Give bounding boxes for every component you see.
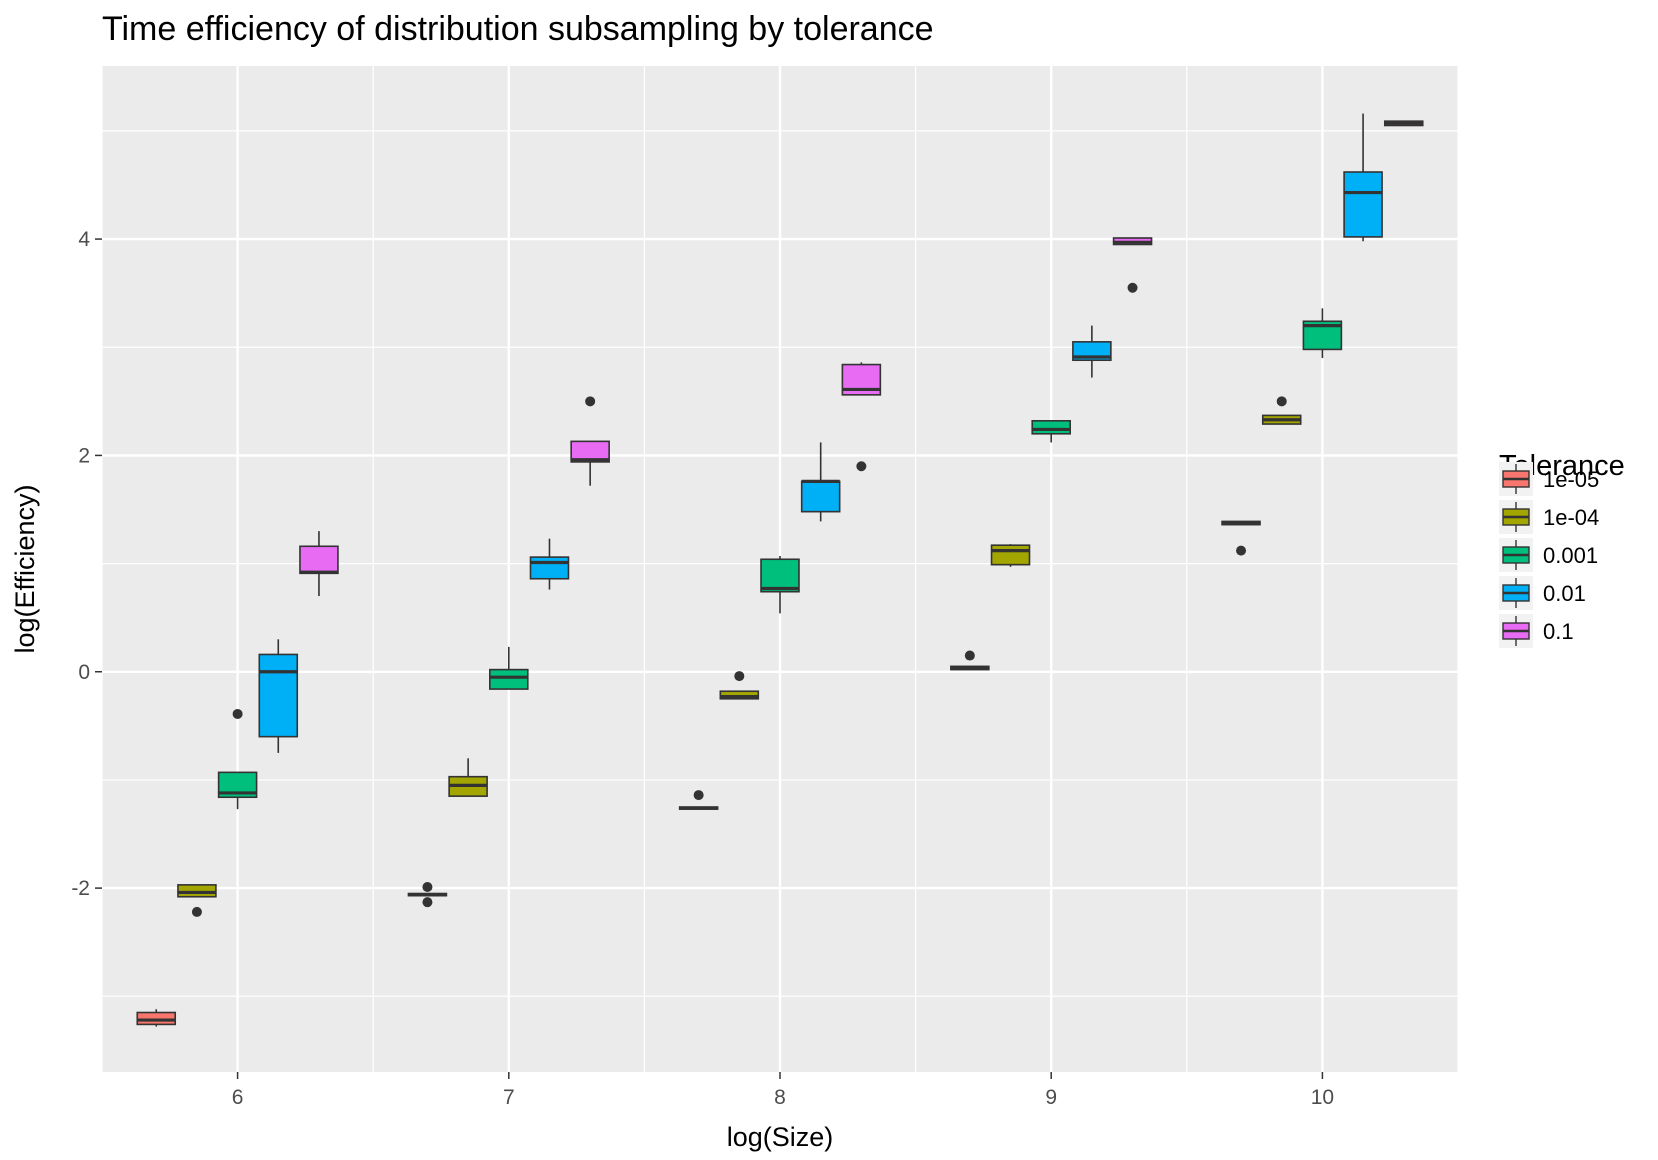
y-axis-title: log(Efficiency) <box>10 484 40 653</box>
box-0.001 <box>760 556 800 614</box>
box-0.001 <box>1031 420 1071 443</box>
y-tick-label: 2 <box>78 444 90 467</box>
box-1e-04 <box>719 671 760 700</box>
y-tick-label: -2 <box>71 877 90 900</box>
outlier-point <box>232 708 243 719</box>
box-1e-05 <box>1383 120 1424 127</box>
chart-title: Time efficiency of distribution subsampl… <box>102 10 934 48</box>
box-1e-05 <box>1221 520 1261 556</box>
box-body <box>990 544 1031 566</box>
box-0.1 <box>570 396 610 486</box>
box-0.1 <box>1112 237 1153 293</box>
box-body <box>760 558 800 593</box>
legend-item-1e-04: 1e-04 <box>1499 500 1599 534</box>
outlier-point <box>1276 396 1287 407</box>
x-tick-label: 7 <box>503 1086 515 1109</box>
box-body <box>299 545 339 575</box>
legend-item-1e-05: 1e-05 <box>1499 462 1599 496</box>
box-body <box>177 884 217 898</box>
outlier-point <box>585 396 596 407</box>
box-layer <box>136 113 1424 1027</box>
box-1e-05 <box>136 1009 177 1027</box>
outlier-point <box>422 882 433 893</box>
x-tick-label: 8 <box>774 1086 786 1109</box>
legend-item-0.01: 0.01 <box>1499 576 1586 610</box>
box-body <box>1343 171 1383 238</box>
outlier-point <box>964 650 975 661</box>
box-1e-04 <box>177 884 217 917</box>
outlier-point <box>1127 282 1138 293</box>
box-0.01 <box>800 442 841 522</box>
x-tick-label: 9 <box>1045 1086 1057 1109</box>
y-tick-label: 4 <box>78 228 90 251</box>
box-0.001 <box>489 646 529 690</box>
box-1e-05 <box>950 650 990 671</box>
box-0.001 <box>1302 308 1343 359</box>
box-0.01 <box>1072 325 1112 378</box>
legend-item-0.001: 0.001 <box>1499 538 1598 572</box>
box-1e-04 <box>448 758 488 797</box>
axis-ticks: 6 7 8 9 10 -2 0 2 4 <box>71 228 1334 1109</box>
legend-item-0.1: 0.1 <box>1499 614 1574 648</box>
box-1e-04 <box>1261 396 1302 425</box>
legend-label: 0.01 <box>1543 581 1586 606</box>
box-body <box>489 668 529 690</box>
outlier-point <box>1236 545 1247 556</box>
box-0.1 <box>299 531 339 597</box>
outlier-point <box>422 897 433 908</box>
outlier-point <box>191 906 202 917</box>
legend-label: 0.001 <box>1543 543 1598 568</box>
box-1e-04 <box>990 544 1031 567</box>
box-body <box>800 480 841 513</box>
box-0.1 <box>841 362 882 472</box>
box-body <box>570 440 610 463</box>
box-0.01 <box>258 639 299 753</box>
box-1e-05 <box>407 882 448 908</box>
y-tick-label: 0 <box>78 661 90 684</box>
x-tick-label: 10 <box>1311 1086 1334 1109</box>
box-body <box>1031 420 1071 435</box>
box-body <box>136 1011 177 1026</box>
box-0.01 <box>529 538 570 590</box>
box-0.01 <box>1343 113 1383 242</box>
box-body <box>719 690 760 700</box>
box-0.001 <box>217 708 258 810</box>
legend-label: 1e-04 <box>1543 505 1599 530</box>
box-body <box>529 556 570 580</box>
outlier-point <box>734 671 745 682</box>
legend-label: 1e-05 <box>1543 467 1599 492</box>
box-1e-05 <box>678 790 719 810</box>
x-axis-title: log(Size) <box>727 1122 834 1152</box>
x-tick-label: 6 <box>232 1086 244 1109</box>
box-body <box>258 653 299 738</box>
outlier-point <box>856 461 867 472</box>
outlier-point <box>693 790 704 801</box>
legend-label: 0.1 <box>1543 619 1574 644</box>
